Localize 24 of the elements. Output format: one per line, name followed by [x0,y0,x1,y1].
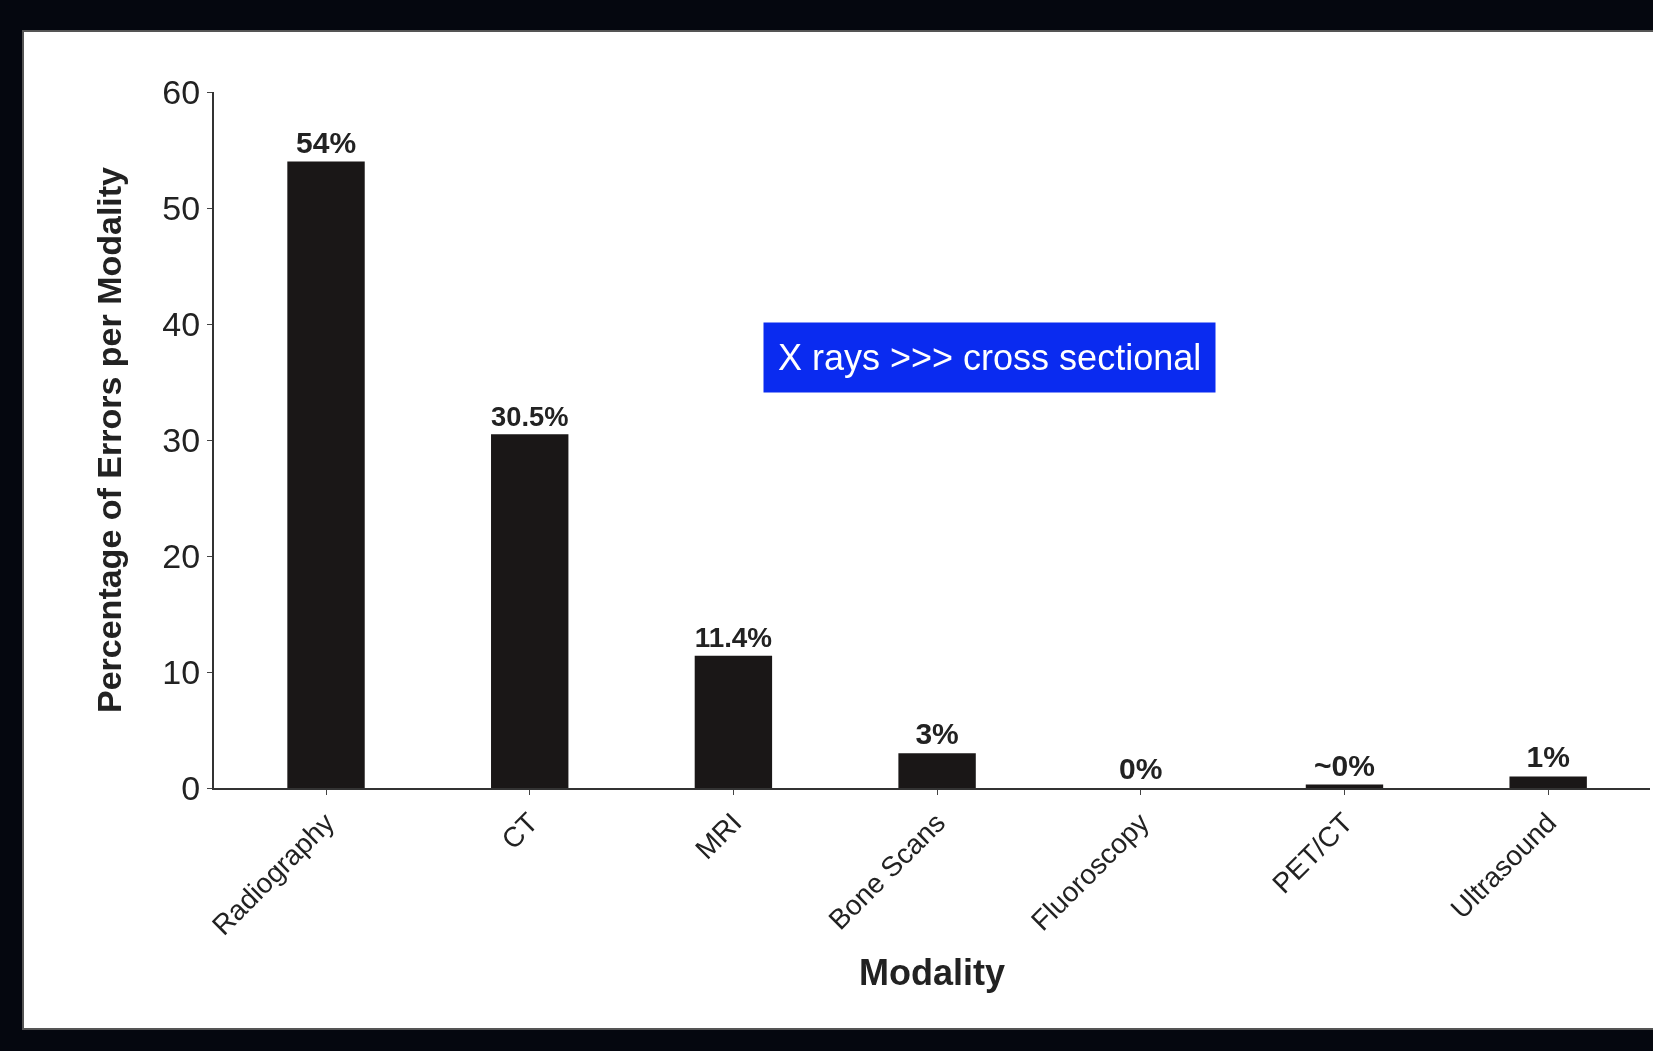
y-tick-label: 50 [162,188,201,227]
y-tick-label: 30 [162,420,201,459]
x-tick-label: CT [495,806,544,856]
data-label: 11.4% [694,622,773,654]
bar [1509,776,1587,788]
y-tick-label: 10 [162,652,201,691]
bar [898,753,976,788]
y-tick-label: 0 [181,768,201,807]
x-tick-label: MRI [689,806,748,866]
bar [287,161,365,788]
annotation: X rays >>> cross sectional [778,337,1202,378]
bar [491,434,569,788]
y-tick-label: 40 [162,304,201,343]
data-label: 30.5% [491,400,569,432]
data-label: 1% [1526,740,1570,774]
data-label: ~0% [1314,748,1375,782]
data-label: 0% [1119,752,1163,785]
y-axis-title: Percentage of Errors per Modality [90,166,129,714]
data-label: 54% [296,125,357,159]
y-tick-label: 60 [162,72,201,111]
data-label: 3% [915,717,959,751]
x-axis-title: Modality [858,952,1006,994]
y-tick-label: 20 [162,536,201,575]
bar [694,655,773,788]
